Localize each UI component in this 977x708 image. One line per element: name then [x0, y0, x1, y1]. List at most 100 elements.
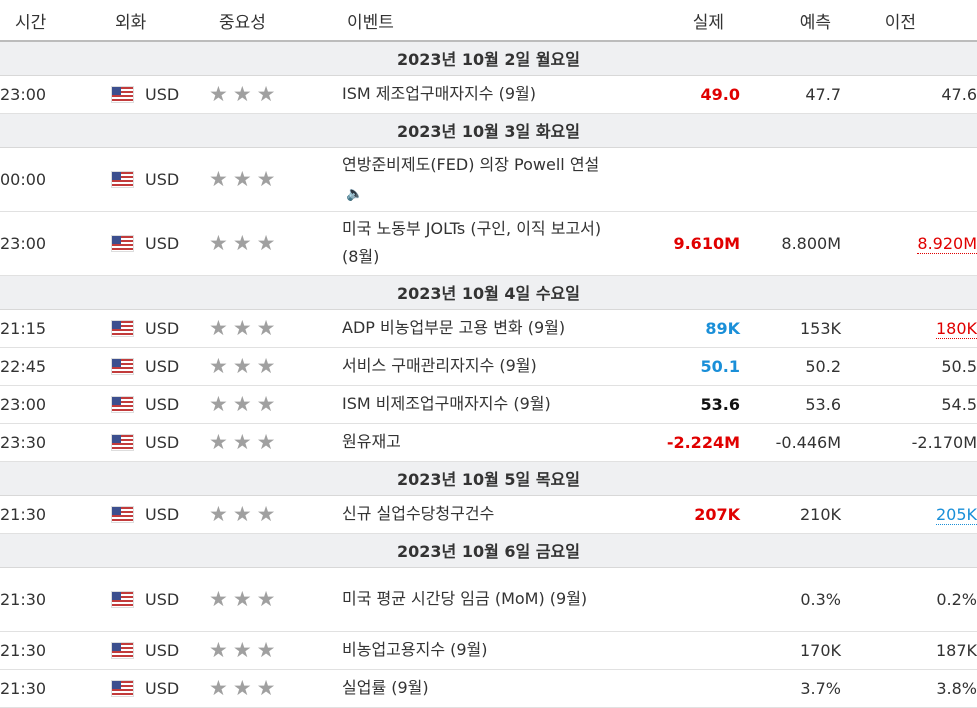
day-header-row: 2023년 10월 3일 화요일 — [0, 113, 977, 148]
event-currency: USD — [145, 432, 180, 452]
us-flag-icon — [112, 358, 133, 374]
event-name[interactable]: 신규 실업수당청구건수 — [342, 504, 495, 523]
event-previous-cell: 187K — [841, 631, 977, 670]
event-currency: USD — [145, 394, 180, 414]
event-previous-cell: 3.8% — [841, 669, 977, 708]
event-name[interactable]: 미국 노동부 JOLTs (구인, 이직 보고서) (8월) — [342, 219, 602, 266]
day-label: 2023년 10월 2일 월요일 — [0, 41, 977, 76]
event-name[interactable]: ISM 비제조업구매자지수 (9월) — [342, 394, 551, 413]
star-icon: ★ — [256, 502, 281, 526]
star-icon: ★ — [209, 587, 233, 611]
event-previous[interactable]: 8.920M — [917, 233, 977, 254]
event-currency-cell: USD — [112, 495, 209, 534]
star-icon: ★ — [209, 316, 233, 340]
event-cell[interactable]: 미국 노동부 JOLTs (구인, 이직 보고서) (8월) — [342, 211, 620, 276]
importance-stars: ★★★ — [209, 631, 342, 670]
event-cell[interactable]: 원유재고 — [342, 423, 620, 462]
star-icon: ★ — [232, 638, 257, 662]
event-cell[interactable]: ISM 비제조업구매자지수 (9월) — [342, 385, 620, 424]
event-currency: USD — [145, 233, 180, 253]
us-flag-icon — [112, 171, 133, 187]
event-row[interactable]: 23:00 USD ★★★ ISM 제조업구매자지수 (9월) 49.0 47.7 47.6 — [0, 75, 977, 114]
star-icon: ★ — [232, 502, 257, 526]
header-event[interactable]: 이벤트 — [342, 0, 620, 42]
importance-stars: ★★★ — [209, 75, 342, 114]
event-currency-cell: USD — [112, 147, 209, 212]
event-time: 22:45 — [0, 347, 112, 386]
star-icon: ★ — [232, 82, 257, 106]
event-row[interactable]: 21:30 USD ★★★ 신규 실업수당청구건수 207K 210K 205K — [0, 495, 977, 534]
event-row[interactable]: 00:00 USD ★★★ 연방준비제도(FED) 의장 Powell 연설🔈 — [0, 147, 977, 212]
event-row[interactable]: 23:30 USD ★★★ 원유재고 -2.224M -0.446M -2.170M — [0, 423, 977, 462]
event-forecast: 50.2 — [740, 347, 841, 386]
event-currency-cell: USD — [112, 423, 209, 462]
event-forecast: 170K — [740, 631, 841, 670]
event-row[interactable]: 22:45 USD ★★★ 서비스 구매관리자지수 (9월) 50.1 50.2 50.5 — [0, 347, 977, 386]
event-row[interactable]: 21:30 USD ★★★ 비농업고용지수 (9월) 170K 187K — [0, 631, 977, 670]
event-actual: 50.1 — [620, 347, 740, 386]
event-name[interactable]: 비농업고용지수 (9월) — [342, 640, 488, 659]
event-previous: 50.5 — [941, 356, 977, 376]
speaker-icon[interactable]: 🔈 — [346, 185, 364, 202]
star-icon: ★ — [232, 587, 257, 611]
event-name[interactable]: 서비스 구매관리자지수 (9월) — [342, 356, 537, 375]
event-previous: 187K — [935, 640, 977, 660]
event-currency-cell: USD — [112, 669, 209, 708]
event-name[interactable]: 연방준비제도(FED) 의장 Powell 연설 — [342, 154, 600, 174]
event-forecast: 3.7% — [740, 669, 841, 708]
star-icon: ★ — [232, 316, 257, 340]
star-icon: ★ — [256, 354, 281, 378]
event-row[interactable]: 21:15 USD ★★★ ADP 비농업부문 고용 변화 (9월) 89K 153K 18… — [0, 309, 977, 348]
star-icon: ★ — [256, 587, 281, 611]
event-cell[interactable]: 실업률 (9월) — [342, 669, 620, 708]
star-icon: ★ — [256, 231, 281, 255]
star-icon: ★ — [209, 231, 233, 255]
event-cell[interactable]: 신규 실업수당청구건수 — [342, 495, 620, 534]
event-name[interactable]: ISM 제조업구매자지수 (9월) — [342, 84, 536, 103]
event-row[interactable]: 21:30 USD ★★★ 실업률 (9월) 3.7% 3.8% — [0, 669, 977, 708]
event-time: 23:30 — [0, 423, 112, 462]
event-previous[interactable]: 205K — [935, 504, 977, 525]
importance-stars: ★★★ — [209, 211, 342, 276]
us-flag-icon — [112, 591, 133, 607]
event-name[interactable]: 원유재고 — [342, 432, 401, 451]
event-currency-cell: USD — [112, 309, 209, 348]
day-label: 2023년 10월 5일 목요일 — [0, 461, 977, 496]
event-actual — [620, 567, 740, 632]
event-currency-cell: USD — [112, 567, 209, 632]
header-forecast[interactable]: 예측 — [740, 0, 841, 42]
event-cell[interactable]: 서비스 구매관리자지수 (9월) — [342, 347, 620, 386]
event-cell[interactable]: 연방준비제도(FED) 의장 Powell 연설 🔈 — [342, 147, 620, 212]
header-currency[interactable]: 외화 — [112, 0, 209, 42]
event-name[interactable]: 실업률 (9월) — [342, 678, 429, 697]
event-cell[interactable]: ISM 제조업구매자지수 (9월) — [342, 75, 620, 114]
event-time: 21:15 — [0, 309, 112, 348]
star-icon: ★ — [256, 316, 281, 340]
event-name[interactable]: 미국 평균 시간당 임금 (MoM) (9월) — [342, 589, 588, 608]
event-row[interactable]: 23:00 USD ★★★ 미국 노동부 JOLTs (구인, 이직 보고서) (8월… — [0, 211, 977, 276]
star-icon: ★ — [256, 638, 281, 662]
event-cell[interactable]: ADP 비농업부문 고용 변화 (9월) — [342, 309, 620, 348]
event-previous-cell: 47.6 — [841, 75, 977, 114]
event-actual — [620, 631, 740, 670]
star-icon: ★ — [209, 82, 233, 106]
event-previous[interactable]: 180K — [935, 318, 977, 339]
importance-stars: ★★★ — [209, 309, 342, 348]
event-cell[interactable]: 비농업고용지수 (9월) — [342, 631, 620, 670]
event-name[interactable]: ADP 비농업부문 고용 변화 (9월) — [342, 318, 566, 337]
event-row[interactable]: 23:00 USD ★★★ ISM 비제조업구매자지수 (9월) 53.6 53.6 54.… — [0, 385, 977, 424]
us-flag-icon — [112, 642, 133, 658]
header-actual[interactable]: 실제 — [620, 0, 740, 42]
star-icon: ★ — [232, 231, 257, 255]
event-actual — [620, 147, 740, 212]
us-flag-icon — [112, 235, 133, 251]
event-row[interactable]: 21:30 USD ★★★ 미국 평균 시간당 임금 (MoM) (9월) 0.3% 0.… — [0, 567, 977, 632]
event-previous-cell — [841, 147, 977, 212]
importance-stars: ★★★ — [209, 567, 342, 632]
header-importance[interactable]: 중요성 — [209, 0, 342, 42]
header-time[interactable]: 시간 — [0, 0, 112, 42]
event-cell[interactable]: 미국 평균 시간당 임금 (MoM) (9월) — [342, 567, 620, 632]
event-forecast: 210K — [740, 495, 841, 534]
event-previous-cell: 50.5 — [841, 347, 977, 386]
header-previous[interactable]: 이전 — [841, 0, 977, 42]
